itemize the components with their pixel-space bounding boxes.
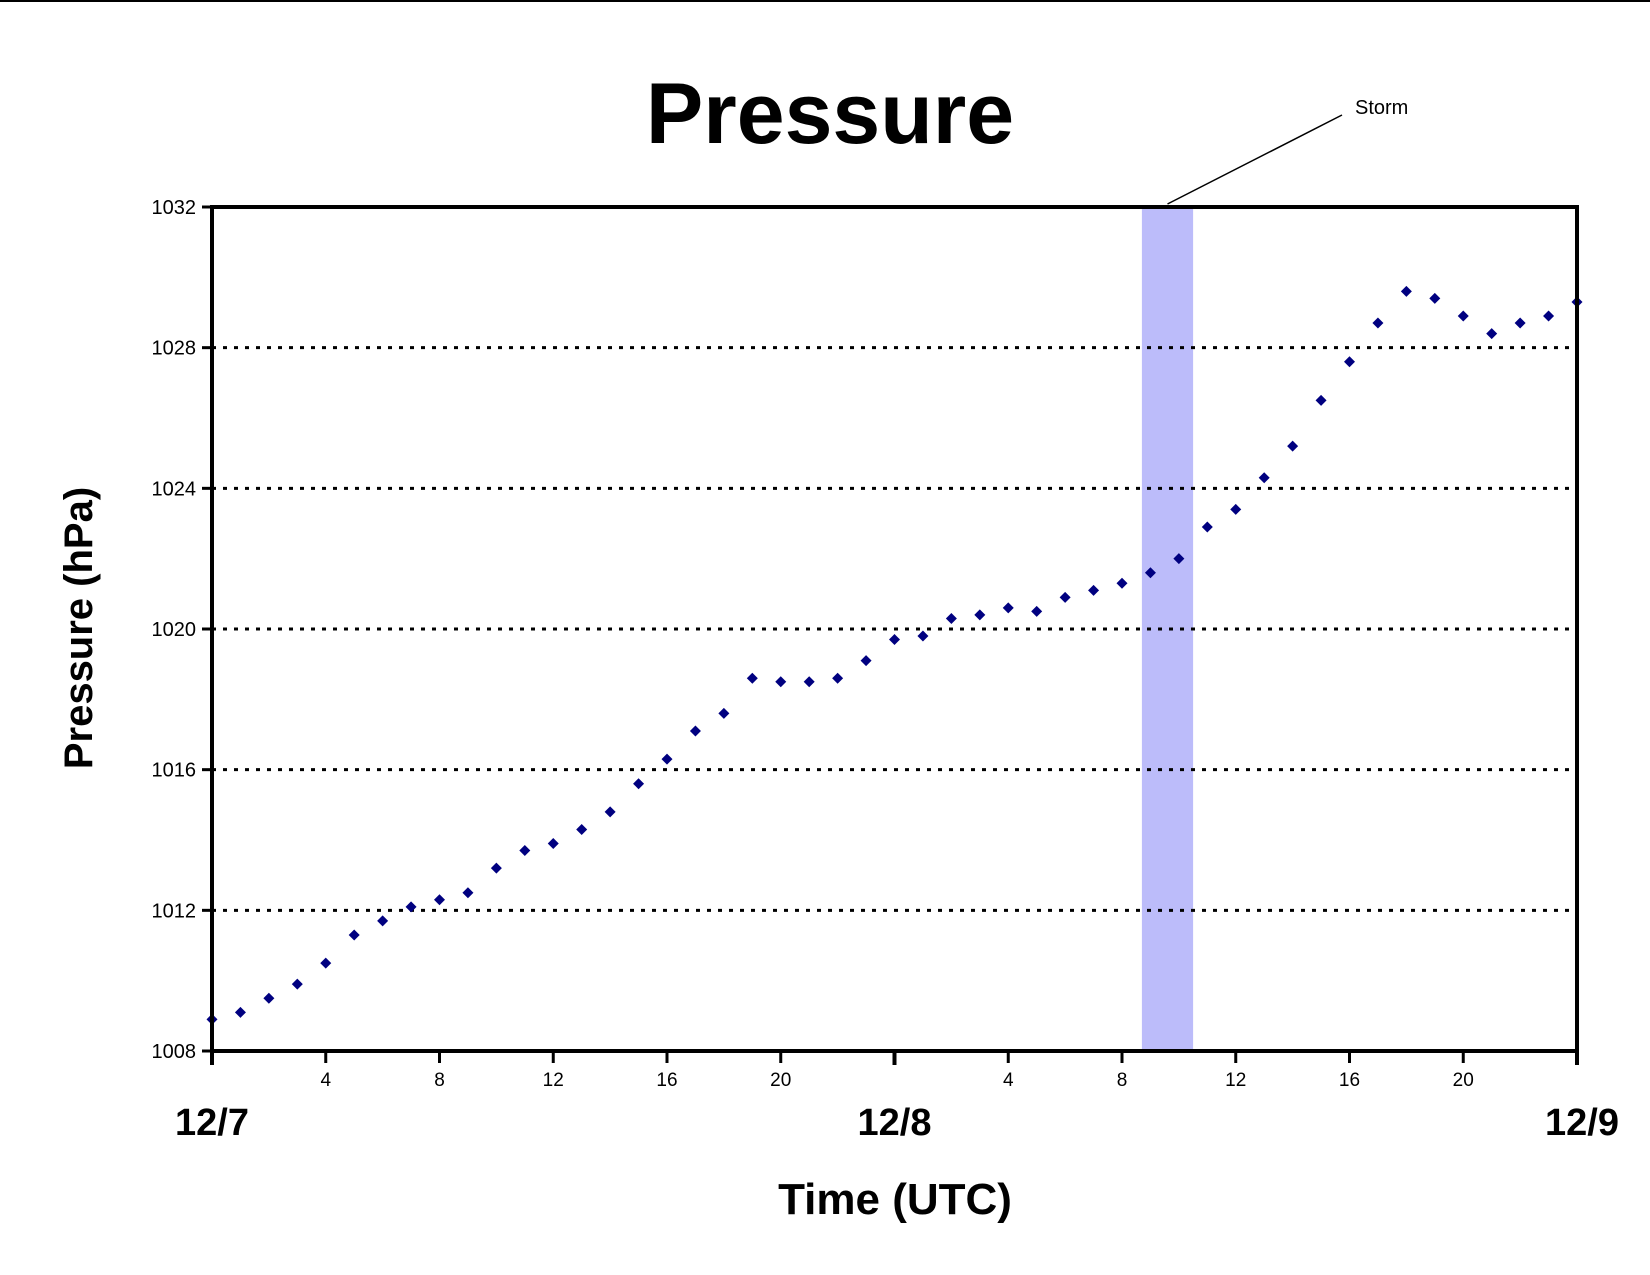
data-point bbox=[576, 823, 588, 835]
data-point bbox=[689, 725, 701, 737]
x-tick-label: 4 bbox=[320, 1070, 331, 1091]
y-tick-label: 1012 bbox=[152, 900, 197, 922]
y-tick-label: 1020 bbox=[152, 619, 197, 641]
data-point bbox=[1429, 292, 1441, 304]
data-point bbox=[320, 957, 332, 969]
x-tick-label: 8 bbox=[1117, 1070, 1128, 1091]
data-point bbox=[1372, 317, 1384, 329]
y-tick-label: 1008 bbox=[152, 1041, 197, 1063]
data-point bbox=[1201, 521, 1213, 533]
data-point bbox=[889, 634, 900, 646]
data-point bbox=[405, 901, 417, 913]
data-point bbox=[1088, 584, 1100, 596]
x-tick-label: 8 bbox=[434, 1070, 445, 1091]
chart-title: Pressure bbox=[646, 66, 1014, 162]
data-point bbox=[1002, 602, 1014, 614]
x-tick-label: 12 bbox=[543, 1070, 564, 1091]
data-point bbox=[1144, 567, 1156, 579]
data-point bbox=[860, 655, 872, 667]
data-point bbox=[348, 929, 360, 941]
x-day-label: 12/7 bbox=[175, 1102, 249, 1144]
data-point bbox=[604, 806, 616, 818]
data-point bbox=[263, 992, 275, 1004]
annotation-layer: Storm bbox=[1141, 97, 1408, 1051]
data-point bbox=[633, 778, 645, 790]
data-point bbox=[377, 915, 389, 927]
y-axis-label: Pressure (hPa) bbox=[57, 487, 101, 769]
data-point bbox=[1258, 472, 1270, 484]
data-point bbox=[490, 862, 502, 874]
data-point bbox=[974, 609, 986, 621]
data-point bbox=[945, 612, 957, 624]
data-point bbox=[803, 676, 815, 688]
data-point bbox=[832, 672, 844, 684]
data-point bbox=[718, 707, 730, 719]
data-point bbox=[1400, 285, 1412, 297]
data-point bbox=[917, 630, 929, 642]
data-point bbox=[1059, 591, 1071, 603]
data-points bbox=[206, 285, 1583, 1025]
data-point bbox=[1116, 577, 1128, 589]
x-tick-label: 16 bbox=[1339, 1070, 1360, 1091]
data-point bbox=[1486, 328, 1498, 340]
x-axis-label: Time (UTC) bbox=[778, 1175, 1012, 1224]
data-point bbox=[1287, 440, 1299, 452]
data-point bbox=[519, 845, 531, 857]
y-tick-label: 1032 bbox=[152, 197, 197, 219]
data-point bbox=[1230, 503, 1242, 515]
data-point bbox=[1543, 310, 1555, 322]
data-point bbox=[746, 672, 758, 684]
y-tick-label: 1028 bbox=[152, 338, 197, 360]
data-point bbox=[1344, 356, 1355, 368]
gridlines bbox=[212, 346, 1577, 912]
x-tick-label: 12 bbox=[1225, 1070, 1246, 1091]
y-tick-label: 1016 bbox=[152, 760, 197, 782]
x-tick-label: 4 bbox=[1003, 1070, 1014, 1091]
data-point bbox=[1173, 553, 1185, 565]
data-point bbox=[547, 838, 559, 850]
y-tick-label: 1024 bbox=[152, 478, 197, 500]
data-point bbox=[1031, 605, 1043, 617]
data-point bbox=[661, 753, 673, 765]
data-point bbox=[434, 894, 445, 906]
x-day-label: 12/8 bbox=[858, 1102, 932, 1144]
x-day-label: 12/9 bbox=[1545, 1102, 1619, 1144]
data-point bbox=[1315, 394, 1327, 406]
axes: 1008 1012 1016 1020 1024 1028 1032 4 8 12 16 20 4 8 12… bbox=[152, 197, 1620, 1144]
storm-annotation-line bbox=[1167, 114, 1343, 205]
x-tick-label: 20 bbox=[1453, 1070, 1474, 1091]
top-border-line bbox=[0, 0, 1650, 2]
data-point bbox=[291, 978, 303, 990]
data-point bbox=[234, 1006, 246, 1018]
data-point bbox=[1514, 317, 1526, 329]
data-point bbox=[1457, 310, 1469, 322]
storm-annotation-label: Storm bbox=[1355, 97, 1408, 119]
x-tick-label: 20 bbox=[770, 1070, 791, 1091]
data-point bbox=[775, 676, 787, 688]
data-point bbox=[462, 887, 474, 899]
x-tick-label: 16 bbox=[656, 1070, 677, 1091]
